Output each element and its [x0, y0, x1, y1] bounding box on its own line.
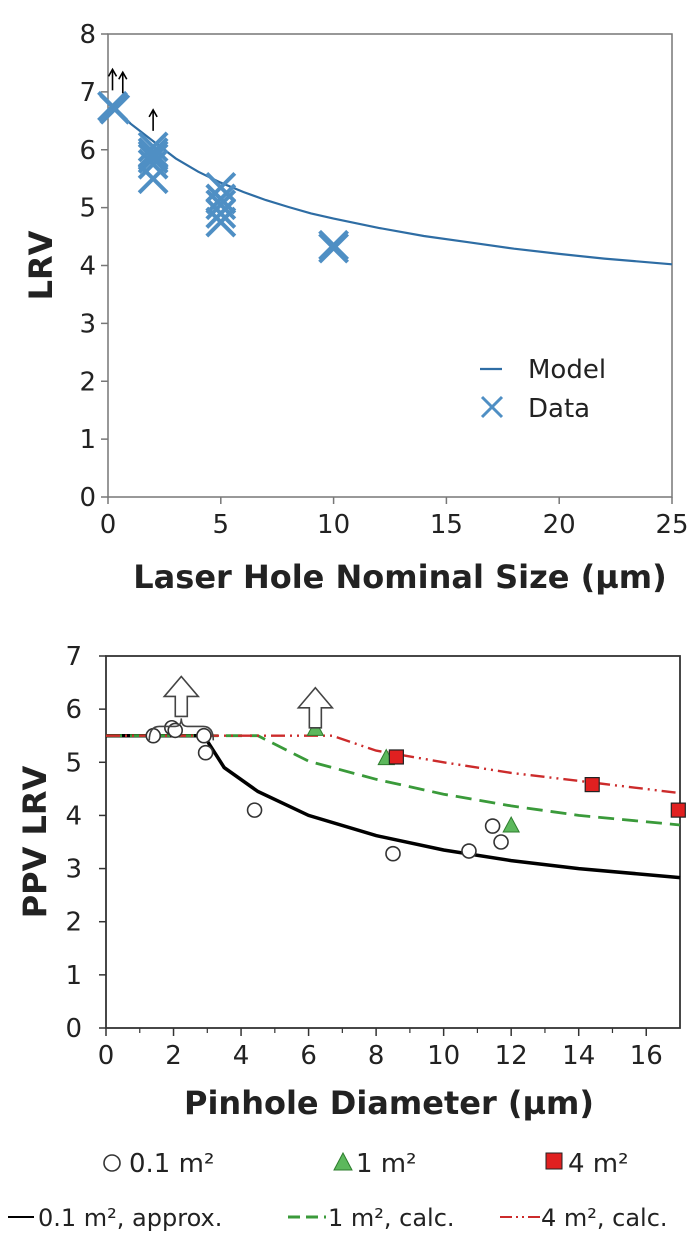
legend-label-approx: 0.1 m², approx.: [38, 1204, 222, 1232]
x-tick-label: 10: [317, 510, 350, 540]
data-point: [137, 140, 169, 171]
data-point-stroke: [137, 163, 169, 195]
x-tick-label: 16: [630, 1041, 663, 1071]
x-axis-label: Laser Hole Nominal Size (µm): [133, 558, 666, 596]
circle-point: [484, 818, 501, 834]
data-point: [318, 229, 350, 261]
series-line: [106, 734, 681, 795]
y-tick-label: 0: [65, 1014, 82, 1044]
data-point-stroke: [137, 137, 169, 169]
block-arrow-annotation: [162, 675, 201, 718]
x-tick-label: 25: [655, 510, 688, 540]
data-point-stroke: [137, 148, 169, 180]
y-tick-label: 7: [79, 78, 96, 108]
legend-label-1-calc: 1 m², calc.: [328, 1204, 455, 1232]
x-tick-label: 0: [100, 510, 117, 540]
data-point: [99, 93, 131, 125]
x-tick-label: 5: [213, 510, 230, 540]
series-line: [106, 733, 681, 880]
x-tick-label: 15: [430, 510, 463, 540]
legend-label-4-calc: 4 m², calc.: [541, 1204, 668, 1232]
data-point: [137, 163, 169, 195]
y-tick-label: 3: [65, 855, 82, 885]
y-tick-label: 7: [65, 642, 82, 672]
circle-point: [167, 722, 184, 739]
x-tick-label: 4: [233, 1041, 250, 1071]
y-tick-label: 1: [79, 425, 96, 455]
data-point-stroke: [137, 140, 169, 171]
data-point-stroke: [205, 183, 237, 215]
y-tick-label: 5: [65, 748, 82, 778]
x-tick-label: 10: [427, 1041, 460, 1071]
data-point: [137, 137, 169, 169]
circle-point: [461, 843, 477, 859]
circle-point: [385, 845, 401, 862]
square-point: [584, 777, 600, 793]
y-tick-label: 1: [65, 961, 82, 991]
data-point-stroke: [205, 197, 237, 229]
legend-circle-swatch: [103, 1154, 121, 1172]
x-tick-label: 20: [543, 510, 576, 540]
lrv-vs-laser-hole-chart: 0 1 2 3 4 5 6 7 8 0 5 10 15 20 25 Laser Hole Nominal Si…: [22, 20, 689, 596]
square-point: [670, 802, 686, 818]
legend-data-stroke: [480, 395, 504, 419]
data-point: [137, 148, 169, 180]
data-point: [318, 232, 350, 264]
x-tick-label: 12: [495, 1041, 528, 1071]
y-tick-label: 0: [79, 483, 96, 513]
y-axis-label: PPV LRV: [16, 765, 54, 918]
legend-square-swatch: [545, 1152, 563, 1170]
y-tick-label: 2: [65, 908, 82, 938]
circle-point: [196, 727, 212, 744]
x-tick-label: 6: [300, 1041, 317, 1071]
circle-point: [145, 727, 162, 744]
data-point: [205, 197, 237, 229]
data-point-stroke: [318, 229, 350, 261]
data-point: [205, 206, 237, 238]
triangle-point: [502, 815, 521, 833]
series-line: [106, 734, 681, 827]
block-arrow-annotation: [296, 686, 335, 729]
lower-bound-arrow-head: [107, 67, 118, 77]
x-tick-label: 14: [562, 1041, 595, 1071]
y-tick-label: 6: [65, 695, 82, 725]
x-tick-label: 0: [98, 1041, 115, 1071]
data-point-stroke: [205, 206, 237, 238]
y-tick-label: 4: [65, 801, 82, 831]
plot-frame: [105, 655, 681, 1029]
square-point: [388, 749, 404, 765]
legend-data-label: Data: [528, 394, 590, 424]
legend-label-0.1: 0.1 m²: [129, 1149, 214, 1179]
legend-data-swatch: [480, 395, 504, 419]
circle-point: [197, 744, 214, 761]
circle-point: [493, 834, 509, 850]
legend-label-4: 4 m²: [568, 1149, 629, 1179]
lower-bound-arrow-head: [148, 108, 158, 118]
model-series-line: [109, 102, 673, 266]
lower-bound-arrow-head: [118, 70, 128, 80]
data-point-stroke: [318, 232, 350, 264]
y-axis-label: LRV: [22, 230, 60, 300]
x-tick-label: 8: [368, 1041, 385, 1071]
circle-point: [246, 802, 263, 818]
legend-model-label: Model: [528, 355, 606, 385]
legend-label-1: 1 m²: [356, 1149, 417, 1179]
data-point-stroke: [99, 93, 131, 125]
bracket-annotation: [148, 718, 215, 741]
legend-triangle-swatch: [333, 1151, 353, 1171]
y-tick-label: 2: [79, 367, 96, 397]
y-tick-label: 4: [79, 252, 96, 282]
x-axis-label: Pinhole Diameter (µm): [184, 1084, 594, 1122]
y-tick-label: 3: [79, 309, 96, 339]
plot-frame: [107, 33, 673, 498]
y-tick-label: 6: [79, 136, 96, 166]
y-tick-label: 8: [79, 20, 96, 50]
data-point: [205, 183, 237, 215]
y-tick-label: 5: [79, 194, 96, 224]
x-tick-label: 2: [165, 1041, 182, 1071]
